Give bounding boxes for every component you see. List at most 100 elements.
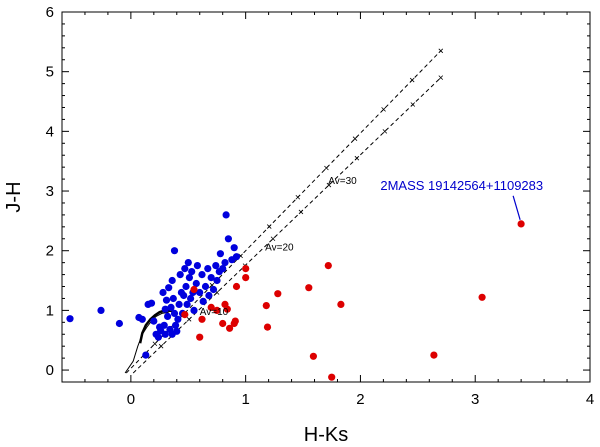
red-data-point bbox=[324, 262, 332, 270]
x-tick-label: 0 bbox=[127, 391, 135, 408]
vector-tick-mark bbox=[152, 341, 158, 347]
reddening-vector-1 bbox=[125, 50, 442, 374]
blue-data-point bbox=[196, 288, 204, 297]
av-annotation: Av=30 bbox=[328, 176, 357, 187]
red-data-point bbox=[232, 282, 241, 291]
y-axis-title: J-H bbox=[3, 181, 25, 212]
vector-tick-mark bbox=[186, 317, 192, 322]
blue-data-point bbox=[187, 294, 195, 303]
vector-tick-mark bbox=[158, 343, 164, 349]
blue-data-point bbox=[175, 300, 183, 308]
blue-data-point bbox=[66, 315, 74, 323]
red-data-point bbox=[226, 324, 234, 332]
chart-labels: H-Ks J-H Av=10 Av=20 Av=30 2MASS 19142564+110… bbox=[3, 176, 543, 446]
blue-data-point bbox=[164, 312, 172, 320]
red-data-point bbox=[305, 284, 313, 292]
reddening-vector-2 bbox=[132, 77, 442, 374]
red-data-point bbox=[190, 285, 198, 294]
blue-data-point bbox=[185, 274, 193, 282]
red-data-point bbox=[337, 300, 345, 308]
red-data-point bbox=[262, 302, 270, 310]
y-tick-label: 4 bbox=[46, 123, 54, 140]
av-annotation: Av=20 bbox=[265, 243, 294, 254]
red-data-point bbox=[181, 311, 189, 319]
vector-tick-mark bbox=[295, 194, 301, 200]
blue-data-point bbox=[174, 315, 182, 323]
blue-data-point bbox=[176, 271, 184, 279]
blue-data-point bbox=[204, 265, 212, 273]
blue-data-point bbox=[222, 211, 230, 219]
vector-tick-mark bbox=[381, 107, 386, 112]
x-tick-label: 3 bbox=[471, 391, 479, 408]
blue-data-point bbox=[154, 333, 162, 341]
blue-data-point bbox=[170, 309, 179, 317]
blue-data-point bbox=[162, 296, 171, 304]
blue-data-point bbox=[168, 330, 176, 338]
red-data-point bbox=[196, 333, 204, 341]
blue-data-point bbox=[193, 262, 201, 270]
vector-tick-mark bbox=[409, 77, 415, 83]
main-sequence-locus bbox=[124, 311, 169, 374]
red-data-point bbox=[242, 265, 250, 273]
blue-data-point bbox=[221, 259, 229, 267]
x-tick-label: 1 bbox=[241, 391, 249, 408]
red-data-point bbox=[309, 352, 317, 360]
blue-data-point bbox=[213, 276, 221, 285]
vector-tick-mark bbox=[410, 102, 416, 107]
red-data-point bbox=[328, 373, 336, 381]
blue-data-point bbox=[165, 284, 173, 292]
red-data-point bbox=[213, 306, 221, 314]
av-annotation: Av=10 bbox=[200, 307, 229, 318]
blue-data-point bbox=[209, 285, 218, 294]
red-data-point bbox=[517, 220, 525, 228]
red-data-point bbox=[198, 315, 206, 323]
data-points bbox=[66, 211, 525, 381]
blue-data-point bbox=[201, 282, 210, 291]
red-data-point bbox=[263, 323, 272, 331]
vector-tick-mark bbox=[326, 182, 332, 188]
plot-frame bbox=[61, 11, 591, 383]
vector-tick-mark bbox=[324, 165, 329, 171]
blue-data-point bbox=[232, 253, 241, 261]
y-tick-label: 0 bbox=[46, 362, 54, 379]
blue-data-point bbox=[167, 303, 175, 311]
x-tick-label: 4 bbox=[586, 391, 594, 408]
red-data-point bbox=[274, 290, 282, 298]
blue-data-point bbox=[184, 259, 192, 267]
blue-data-point bbox=[192, 279, 200, 288]
red-data-point bbox=[207, 303, 215, 311]
red-data-point bbox=[242, 274, 250, 282]
blue-data-point bbox=[198, 271, 206, 279]
blue-data-point bbox=[219, 265, 227, 273]
blue-data-point bbox=[168, 276, 176, 285]
blue-data-point bbox=[161, 305, 169, 313]
blue-data-point bbox=[170, 247, 179, 255]
vector-tick-mark bbox=[266, 224, 272, 229]
blue-data-point bbox=[216, 250, 224, 258]
blue-data-point bbox=[182, 282, 190, 291]
vector-tick-mark bbox=[270, 236, 276, 242]
blue-data-point bbox=[181, 265, 189, 273]
blue-data-point bbox=[205, 291, 213, 300]
y-tick-label: 1 bbox=[46, 302, 54, 319]
vector-tick-mark bbox=[298, 209, 304, 215]
red-data-point bbox=[231, 317, 239, 325]
blue-data-point bbox=[180, 291, 188, 300]
blue-data-point bbox=[97, 306, 105, 314]
vector-tick-mark bbox=[382, 129, 388, 134]
blue-data-point bbox=[142, 351, 150, 359]
blue-data-point bbox=[199, 297, 207, 305]
blue-data-point bbox=[147, 299, 156, 307]
blue-data-point bbox=[138, 315, 146, 323]
vector-tick-mark bbox=[354, 155, 360, 161]
blue-data-point bbox=[150, 317, 158, 325]
blue-data-point bbox=[230, 244, 238, 252]
blue-data-point bbox=[224, 235, 232, 243]
red-data-point bbox=[223, 305, 231, 313]
blue-data-point bbox=[161, 330, 169, 338]
y-tick-label: 3 bbox=[46, 183, 54, 200]
axes-frame: 0 1 2 3 4 0 1 2 3 4 5 6 bbox=[46, 4, 595, 408]
blue-data-point bbox=[207, 274, 215, 282]
red-data-point bbox=[219, 319, 227, 328]
